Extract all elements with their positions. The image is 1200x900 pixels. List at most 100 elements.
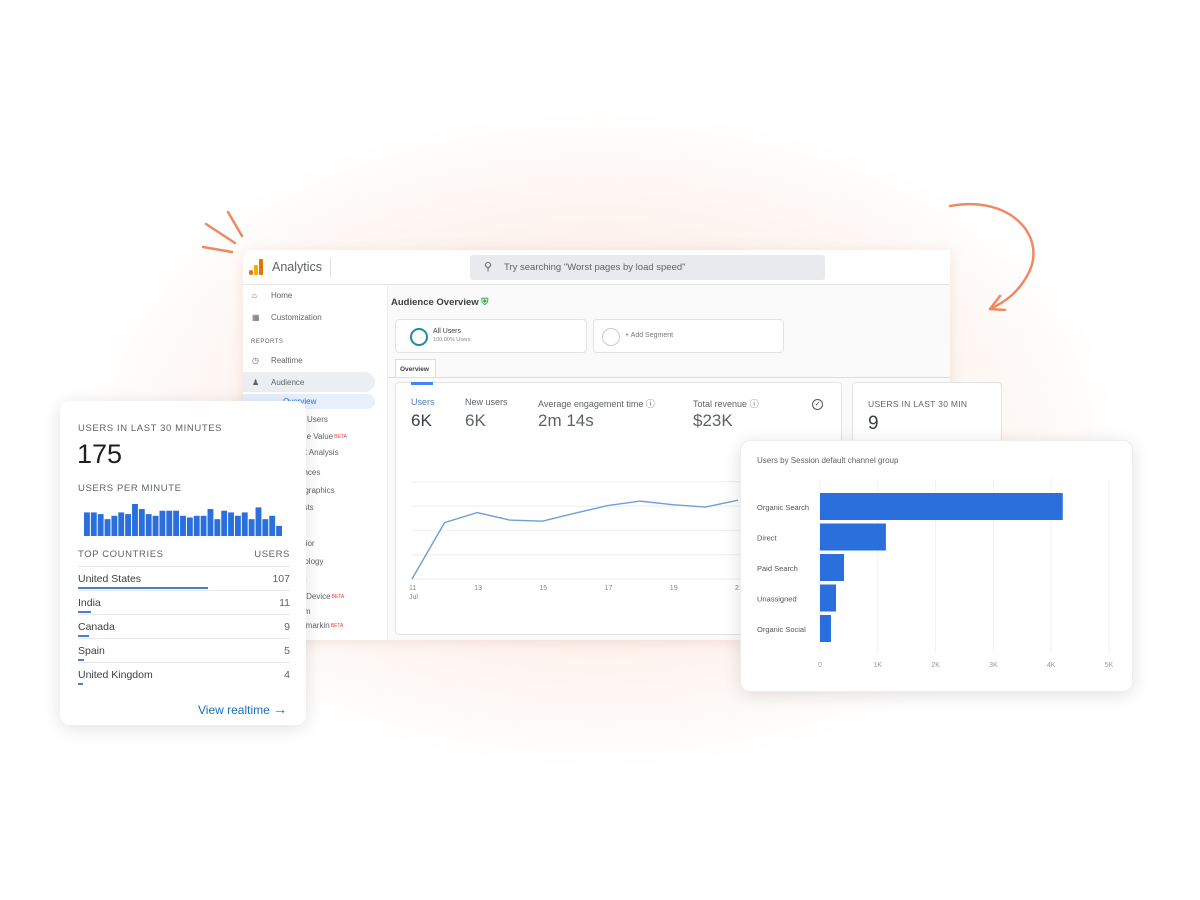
segment-circle-icon [602, 328, 620, 346]
category-label: Unassigned [757, 595, 797, 604]
sidebar-subitem[interactable]: Cross DeviceBETA [283, 592, 345, 601]
realtime-mini-card: USERS IN LAST 30 MIN 9 [852, 382, 1002, 442]
category-label: Organic Search [757, 503, 809, 512]
reports-heading: REPORTS [251, 339, 284, 345]
country-name: United Kingdom [78, 669, 153, 681]
app-title: Analytics [272, 260, 323, 274]
users-line [411, 499, 739, 580]
x-tick-label: 4K [1047, 662, 1056, 669]
metric-users-tab[interactable]: Users [411, 397, 435, 407]
minute-bar [186, 517, 193, 536]
x-tick-label: 2K [931, 662, 940, 669]
sidebar-subitem[interactable]: Lifetime ValueBETA [283, 432, 347, 441]
tab-overview[interactable]: Overview [395, 359, 436, 378]
metric-revenue-tab[interactable]: Total revenue ⓘ [693, 399, 759, 409]
country-users: 9 [284, 621, 290, 633]
minute-bar [276, 525, 282, 536]
minute-bar [84, 512, 90, 536]
check-circle-icon[interactable]: ✓ [812, 399, 823, 410]
minute-bar [132, 504, 138, 536]
country-row: Spain 5 [78, 638, 290, 662]
minute-bar [214, 519, 221, 536]
country-row: United Kingdom 4 [78, 662, 290, 686]
minute-bar [248, 519, 255, 536]
sidebar-subitem[interactable]: BenchmarkinBETA [283, 621, 344, 630]
realtime-title: USERS IN LAST 30 MINUTES [78, 423, 223, 434]
country-share-bar [78, 659, 85, 661]
help-icon: ⓘ [645, 399, 655, 409]
channel-bar [820, 523, 886, 551]
x-tick-label: 21 [735, 585, 743, 592]
minute-bar [180, 515, 186, 536]
minute-bar [234, 515, 241, 536]
country-name: India [78, 597, 101, 609]
channel-bar-chart: 0 1K 2K 3K 4K 5K Organic Search Direct Paid Sear… [757, 479, 1114, 669]
search-input[interactable]: ⚲ Try searching "Worst pages by load spe… [470, 255, 825, 280]
minute-bar [97, 514, 104, 536]
x-tick-label: 1K [874, 662, 883, 669]
category-label: Paid Search [757, 564, 798, 573]
sidebar-item-audience[interactable]: ♟ Audience [252, 378, 305, 387]
minute-bar [221, 510, 228, 536]
view-realtime-link[interactable]: View realtime → [198, 701, 288, 717]
minute-bar [152, 515, 159, 536]
channel-bar [820, 554, 844, 581]
sidebar-subitem[interactable]: Cohort Analysis [283, 448, 339, 457]
dashboard-icon: ▦ [252, 313, 260, 322]
help-icon: ⓘ [749, 399, 759, 409]
minute-bar [173, 510, 180, 536]
verified-shield-icon: ⛨ [481, 297, 489, 308]
per-minute-label: USERS PER MINUTE [78, 483, 182, 494]
minute-bar [241, 512, 248, 536]
category-label: Organic Social [757, 625, 806, 634]
realtime-mini-label: USERS IN LAST 30 MIN [868, 399, 968, 409]
add-segment-button[interactable]: + Add Segment [593, 319, 784, 353]
category-label: Direct [757, 534, 778, 543]
x-tick-label: 17 [605, 585, 613, 592]
channel-bar [820, 584, 837, 612]
minute-bar [269, 515, 276, 536]
segment-all-users[interactable]: All Users 100.00% Users [395, 319, 587, 353]
sidebar-item-realtime[interactable]: ◷ Realtime [252, 356, 303, 365]
country-users: 107 [272, 573, 290, 585]
search-icon: ⚲ [484, 261, 493, 273]
metric-revenue-value: $23K [693, 411, 733, 430]
minute-bar [118, 512, 125, 536]
x-tick-label: 11 [409, 585, 416, 592]
x-tick-label: 15 [539, 585, 547, 592]
x-month-label: Jul [409, 594, 418, 601]
chart-title: Users by Session default channel group [757, 456, 899, 465]
minute-bar [111, 515, 118, 536]
metric-engagement-tab[interactable]: Average engagement time ⓘ [538, 399, 655, 409]
channel-bar [820, 615, 831, 642]
person-icon: ♟ [252, 378, 260, 387]
country-row: United States 107 [78, 566, 290, 590]
top-bar: Analytics ⚲ Try searching "Worst pages b… [243, 250, 950, 285]
country-name: Spain [78, 645, 105, 657]
spark-line [204, 222, 237, 245]
minute-bar [138, 509, 145, 536]
minute-bar [159, 510, 166, 536]
metric-new-users-tab[interactable]: New users [465, 397, 508, 407]
x-tick-label: 13 [474, 585, 482, 592]
minute-bar [145, 514, 152, 536]
users-header: USERS [254, 549, 290, 560]
minute-bar [262, 519, 269, 536]
sidebar-item-customization[interactable]: ▦ Customization [252, 313, 322, 322]
minute-bar [228, 512, 234, 536]
channel-bar [820, 493, 1063, 520]
country-users: 11 [279, 597, 290, 609]
country-row: Canada 9 [78, 614, 290, 638]
sidebar-item-home[interactable]: ⌂ Home [252, 291, 293, 300]
minute-bar [193, 515, 200, 536]
home-icon: ⌂ [252, 291, 257, 300]
x-tick-label: 5K [1105, 662, 1114, 669]
arrow-right-icon: → [273, 701, 288, 717]
sidebar-subitem[interactable]: Demographics [283, 486, 335, 495]
country-users: 5 [284, 645, 290, 657]
sidebar-active-bg [243, 372, 375, 392]
metric-new-users-value: 6K [465, 411, 486, 430]
analytics-logo-icon [249, 259, 263, 275]
country-name: United States [78, 573, 142, 585]
